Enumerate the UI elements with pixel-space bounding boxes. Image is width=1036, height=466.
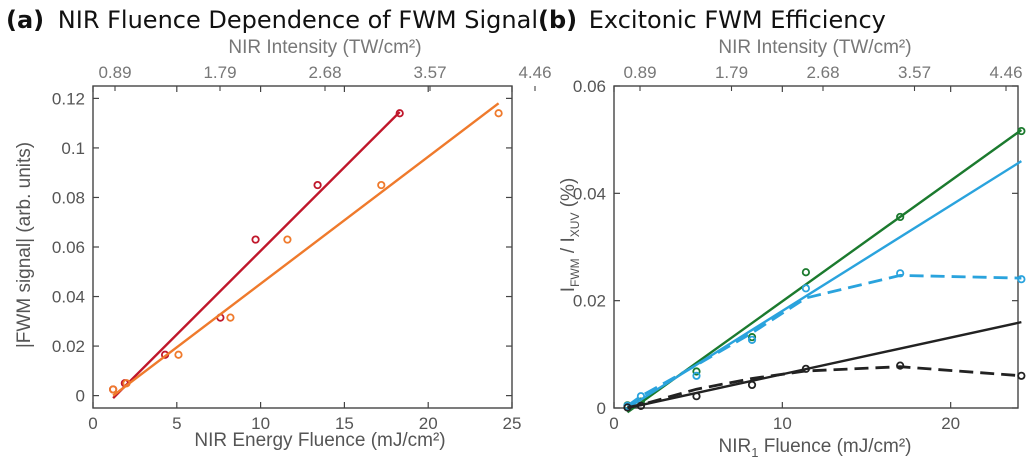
top-tick-label: 0.89 [98, 63, 131, 82]
data-point [395, 109, 404, 118]
x-tick-label: 15 [335, 414, 354, 433]
data-point [623, 403, 632, 412]
panel-a-xlabel-text: NIR Energy Fluence (mJ/cm²) [194, 430, 445, 451]
y-tick-label: 0.06 [52, 238, 85, 257]
x-tick-label: 0 [609, 414, 618, 433]
panel-b-xlabel-sub: 1 [751, 445, 758, 460]
panel-b-title-text: Excitonic FWM Efficiency [589, 6, 886, 34]
data-point [896, 361, 905, 370]
data-point [283, 235, 292, 244]
panel-b-xlabel: NIR1 Fluence (mJ/cm²) [718, 436, 911, 460]
x-tick-label: 20 [419, 414, 438, 433]
panel-b-ylabel-mid: / I [558, 237, 579, 258]
data-point [1017, 275, 1026, 284]
data-point [636, 401, 646, 410]
fit-line [627, 320, 1022, 410]
x-tick-label: 25 [503, 414, 522, 433]
panel-a-top-xlabel: NIR Intensity (TW/cm²) [228, 37, 421, 58]
data-point [801, 284, 811, 293]
y-tick-label: 0.12 [52, 89, 85, 108]
panel-b-ylabel-sub2: XUV [568, 213, 582, 238]
panel-a: (a) NIR Fluence Dependence of FWM Signal… [6, 6, 552, 451]
x-tick-label: 20 [941, 414, 960, 433]
data-point [692, 392, 701, 401]
data-point [1017, 371, 1026, 380]
panel-b-ylabel-i1: I [558, 287, 579, 292]
panel-b-marks [623, 126, 1026, 414]
data-point [226, 313, 235, 322]
panel-b-label: (b) [538, 6, 577, 34]
data-point [747, 333, 757, 342]
y-tick-label: 0.06 [573, 77, 606, 96]
panel-a-title: (a) NIR Fluence Dependence of FWM Signal [6, 6, 538, 34]
top-tick-label: 3.57 [898, 63, 931, 82]
y-tick-label: 0.1 [61, 139, 85, 158]
data-point [377, 180, 386, 190]
model-dashed-line [627, 365, 1022, 409]
x-tick-label: 10 [773, 414, 792, 433]
data-point [801, 364, 811, 373]
fit-line [112, 111, 401, 399]
plot-frame [613, 85, 1019, 409]
data-point [122, 379, 131, 388]
data-point [109, 385, 118, 394]
data-point [313, 180, 322, 190]
y-tick-label: 0.04 [52, 288, 85, 307]
top-tick-label: 2.68 [308, 63, 341, 82]
panel-b-top-xlabel: NIR Intensity (TW/cm²) [718, 37, 911, 58]
top-tick-label: 1.79 [715, 63, 748, 82]
plot-frame [92, 85, 513, 409]
panel-b-title: (b) Excitonic FWM Efficiency [538, 6, 886, 34]
panel-b-xlabel-rest: Fluence (mJ/cm²) [758, 436, 911, 457]
data-point [747, 380, 757, 390]
top-tick-label: 0.89 [623, 63, 656, 82]
top-tick-label: 1.79 [203, 63, 236, 82]
panel-a-marks [109, 102, 503, 399]
model-dashed-line [626, 273, 1022, 408]
y-tick-label: 0 [597, 399, 606, 418]
panel-a-axes: 0 5 10 15 20 25 0 0.02 0.04 0.06 0.08 0.1 0.12 0.89 1.… [52, 63, 552, 433]
panel-a-ylabel: |FWM signal| (arb. units) [14, 142, 35, 348]
fit-line [112, 102, 500, 397]
y-tick-label: 0.04 [573, 184, 606, 203]
y-tick-label: 0.02 [573, 292, 606, 311]
x-tick-label: 5 [172, 414, 181, 433]
panel-a-xlabel: NIR Energy Fluence (mJ/cm²) [194, 430, 445, 451]
data-point [692, 371, 701, 380]
panel-b: (b) Excitonic FWM Efficiency NIR Intensi… [538, 6, 1026, 460]
top-tick-label: 2.68 [806, 63, 839, 82]
data-point [747, 335, 757, 344]
y-tick-label: 0.02 [52, 337, 85, 356]
data-point [896, 269, 905, 278]
data-point [174, 350, 183, 359]
top-tick-label: 3.57 [413, 63, 446, 82]
panel-a-label: (a) [6, 6, 44, 34]
panel-b-axes: 0 10 20 0 0.02 0.04 0.06 0.89 1.79 2.68 3.57 4.46 [573, 63, 1023, 433]
data-point [1017, 126, 1026, 136]
top-tick-label: 4.46 [518, 63, 551, 82]
data-point [801, 268, 811, 277]
data-point [494, 109, 503, 118]
data-point [896, 212, 905, 222]
y-tick-label: 0.08 [52, 188, 85, 207]
data-point [251, 235, 260, 244]
panel-a-title-text: NIR Fluence Dependence of FWM Signal [58, 6, 538, 34]
y-tick-label: 0 [76, 387, 85, 406]
x-tick-label: 0 [88, 414, 97, 433]
data-point [636, 392, 646, 401]
data-point [692, 367, 701, 376]
panel-b-ylabel-rest: (%) [558, 178, 579, 213]
panel-b-ylabel-sub1: FWM [568, 258, 582, 287]
panel-b-ylabel: IFWM / IXUV (%) [558, 178, 582, 293]
top-tick-label: 4.46 [989, 63, 1022, 82]
x-tick-label: 10 [251, 414, 270, 433]
fit-line [626, 129, 1023, 414]
panel-b-xlabel-main: NIR [718, 436, 751, 457]
